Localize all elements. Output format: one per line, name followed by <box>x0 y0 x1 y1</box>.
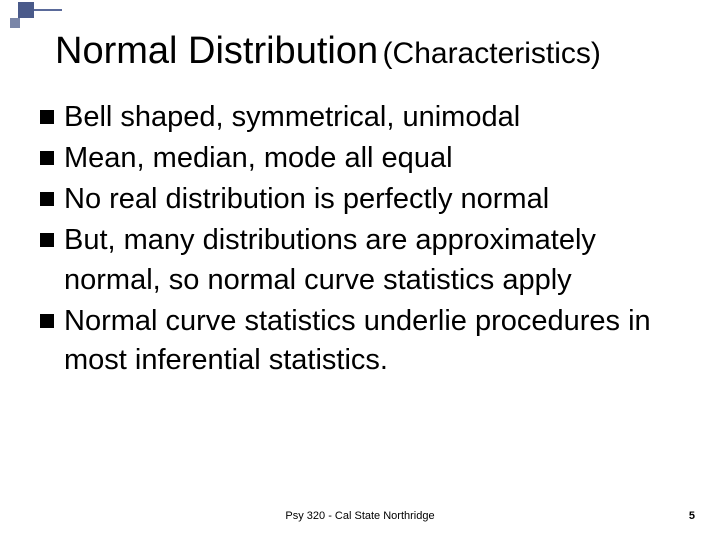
bullet-icon <box>40 192 54 206</box>
list-item: Mean, median, mode all equal <box>40 139 690 178</box>
list-item: But, many distributions are approximatel… <box>40 221 690 299</box>
list-item: No real distribution is perfectly normal <box>40 180 690 219</box>
bullet-icon <box>40 314 54 328</box>
bullet-text: Normal curve statistics underlie procedu… <box>64 302 690 380</box>
decoration-square-large <box>18 2 34 18</box>
decoration-square-small <box>10 18 20 28</box>
bullet-icon <box>40 151 54 165</box>
bullet-text: But, many distributions are approximatel… <box>64 221 690 299</box>
list-item: Bell shaped, symmetrical, unimodal <box>40 98 690 137</box>
bullet-text: Bell shaped, symmetrical, unimodal <box>64 98 520 137</box>
bullet-icon <box>40 233 54 247</box>
bullet-text: No real distribution is perfectly normal <box>64 180 549 219</box>
page-number: 5 <box>689 510 695 522</box>
title-subtitle: (Characteristics) <box>383 37 601 70</box>
list-item: Normal curve statistics underlie procedu… <box>40 302 690 380</box>
title-main: Normal Distribution <box>55 30 378 72</box>
bullet-icon <box>40 110 54 124</box>
bullet-text: Mean, median, mode all equal <box>64 139 453 178</box>
footer-course-label: Psy 320 - Cal State Northridge <box>285 510 434 522</box>
decoration-line <box>34 9 62 11</box>
slide-footer: Psy 320 - Cal State Northridge 5 <box>0 510 720 530</box>
corner-decoration <box>0 0 60 40</box>
bullet-list: Bell shaped, symmetrical, unimodal Mean,… <box>40 98 690 382</box>
slide-title: Normal Distribution (Characteristics) <box>55 30 700 73</box>
